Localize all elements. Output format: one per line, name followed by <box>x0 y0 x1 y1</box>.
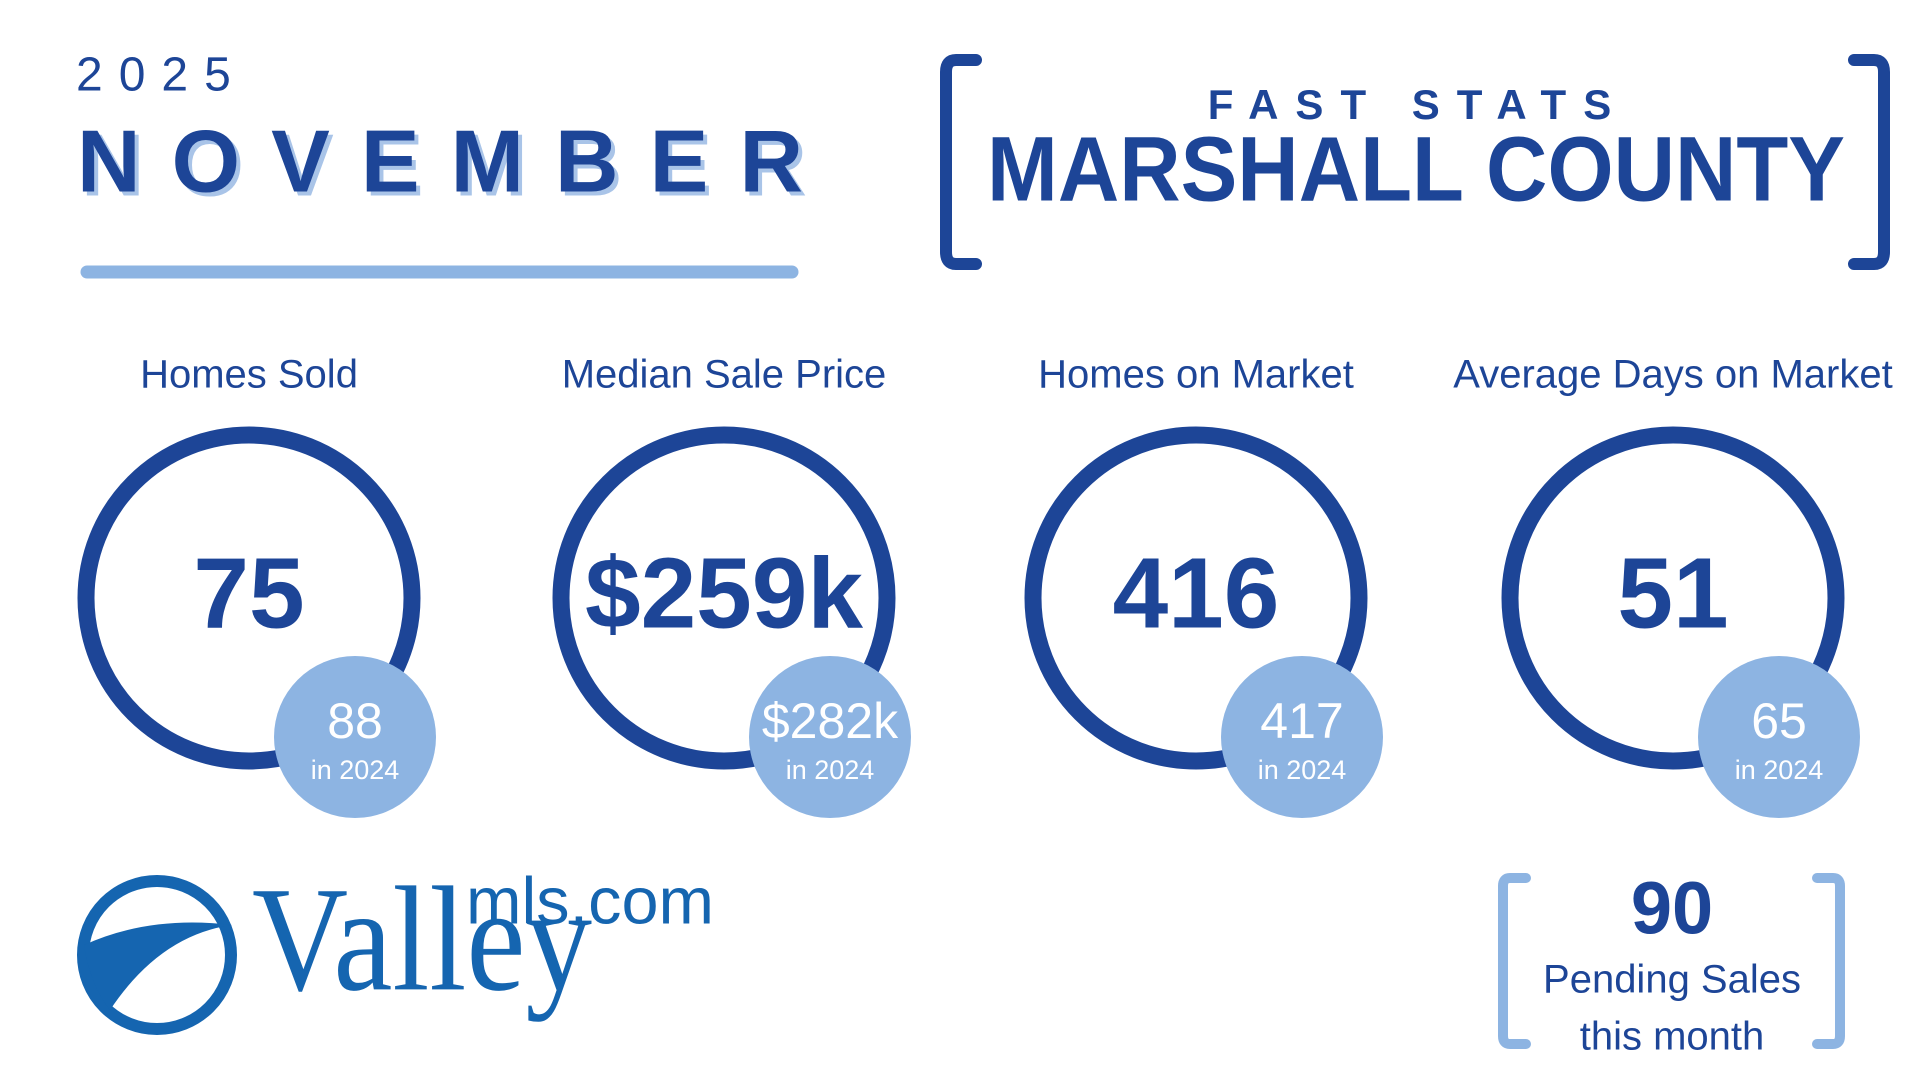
prior-label: in 2024 <box>311 755 400 785</box>
pending-line2: this month <box>1580 1015 1765 1059</box>
stat-label: Homes on Market <box>1038 353 1354 397</box>
bracket-right <box>1848 54 1890 270</box>
kicker: FAST STATS <box>1208 81 1628 128</box>
stat-ring <box>77 426 421 770</box>
prior-value: 417 <box>1260 693 1343 749</box>
prior-badge <box>749 656 911 818</box>
prior-label: in 2024 <box>1258 755 1347 785</box>
stat-label: Homes Sold <box>140 353 358 397</box>
stat-label: Median Sale Price <box>562 353 887 397</box>
month: NOVEMBER <box>77 111 803 210</box>
stat-value: $259k <box>585 537 863 649</box>
stat-value: 75 <box>193 537 304 649</box>
prior-badge <box>1698 656 1860 818</box>
stat-label: Average Days on Market <box>1453 353 1892 397</box>
logo-ring <box>77 875 237 1035</box>
stat-value: 51 <box>1617 537 1728 649</box>
stat-ring <box>1024 426 1368 770</box>
logo-brand: Valley <box>252 856 592 1022</box>
prior-badge <box>274 656 436 818</box>
prior-badge <box>1221 656 1383 818</box>
logo-suffix: mls.com <box>466 863 714 937</box>
stat-ring <box>552 426 896 770</box>
county: MARSHALL COUNTY <box>987 118 1845 220</box>
prior-label: in 2024 <box>786 755 875 785</box>
stat-value: 416 <box>1113 537 1280 649</box>
prior-value: 65 <box>1751 693 1807 749</box>
prior-value: $282k <box>762 693 899 749</box>
pending-line1: Pending Sales <box>1543 958 1801 1002</box>
stat-ring <box>1501 426 1845 770</box>
pending-bracket-left <box>1498 873 1531 1049</box>
prior-label: in 2024 <box>1735 755 1824 785</box>
logo: Valley mls.com <box>77 856 714 1035</box>
pending-bracket-right <box>1812 873 1845 1049</box>
logo-swoosh <box>84 922 232 1010</box>
stats: Homes Sold 75 88 in 2024 Median Sale Price $2… <box>77 353 1893 818</box>
bracket-left <box>940 54 982 270</box>
pending-value: 90 <box>1631 867 1713 950</box>
year: 2025 <box>76 49 247 102</box>
prior-value: 88 <box>327 693 383 749</box>
